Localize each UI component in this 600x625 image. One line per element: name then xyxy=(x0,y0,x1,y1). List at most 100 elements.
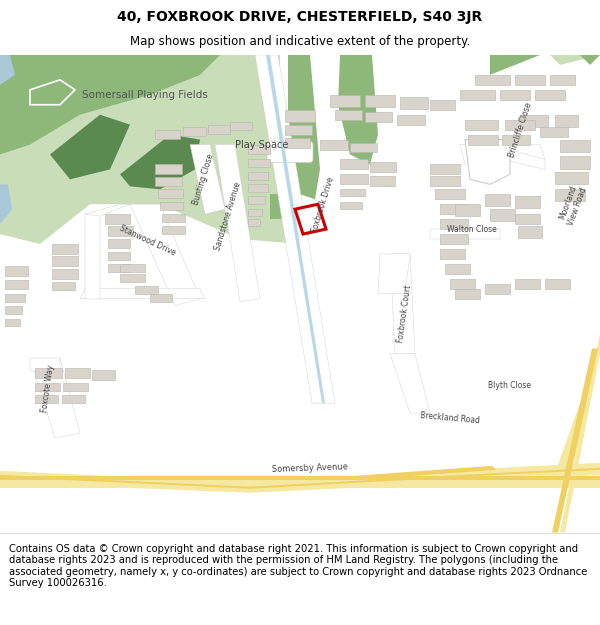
Polygon shape xyxy=(550,55,600,65)
Polygon shape xyxy=(105,214,130,224)
Polygon shape xyxy=(430,100,455,110)
Polygon shape xyxy=(183,127,206,136)
Polygon shape xyxy=(518,226,542,238)
Polygon shape xyxy=(460,144,545,164)
Polygon shape xyxy=(455,289,480,299)
Polygon shape xyxy=(340,174,368,184)
Polygon shape xyxy=(295,204,326,234)
Polygon shape xyxy=(270,144,310,159)
Polygon shape xyxy=(5,266,28,276)
Text: Stanwood Drive: Stanwood Drive xyxy=(119,224,178,258)
Polygon shape xyxy=(365,112,392,122)
Polygon shape xyxy=(555,173,588,184)
Polygon shape xyxy=(545,403,590,472)
Polygon shape xyxy=(397,115,425,124)
Polygon shape xyxy=(485,194,510,206)
Polygon shape xyxy=(485,284,510,294)
Polygon shape xyxy=(208,124,230,134)
Text: Brincliffe Close: Brincliffe Close xyxy=(507,101,533,158)
Polygon shape xyxy=(475,75,510,85)
FancyBboxPatch shape xyxy=(267,141,313,162)
Polygon shape xyxy=(248,209,262,216)
Polygon shape xyxy=(445,264,470,274)
Polygon shape xyxy=(230,122,252,129)
Polygon shape xyxy=(35,368,62,378)
Polygon shape xyxy=(515,279,540,289)
Polygon shape xyxy=(465,119,498,129)
Polygon shape xyxy=(288,55,320,199)
Polygon shape xyxy=(215,144,260,302)
Polygon shape xyxy=(52,269,78,279)
Polygon shape xyxy=(248,159,270,168)
Polygon shape xyxy=(248,144,270,154)
Polygon shape xyxy=(30,358,80,438)
Polygon shape xyxy=(285,110,315,122)
Text: Play Space: Play Space xyxy=(235,139,288,149)
Polygon shape xyxy=(440,219,468,229)
Polygon shape xyxy=(330,95,360,107)
Polygon shape xyxy=(430,164,460,174)
Polygon shape xyxy=(62,395,85,403)
Polygon shape xyxy=(0,55,320,244)
Polygon shape xyxy=(5,280,28,289)
Polygon shape xyxy=(545,279,570,289)
Polygon shape xyxy=(390,354,430,413)
Polygon shape xyxy=(85,214,100,299)
Polygon shape xyxy=(52,282,75,290)
Polygon shape xyxy=(0,468,600,489)
Polygon shape xyxy=(30,358,60,371)
Polygon shape xyxy=(0,463,600,492)
Polygon shape xyxy=(340,159,368,169)
Polygon shape xyxy=(155,129,180,139)
Polygon shape xyxy=(520,115,548,127)
Polygon shape xyxy=(370,162,396,172)
Text: Foxbrook Court: Foxbrook Court xyxy=(397,284,413,343)
Polygon shape xyxy=(450,279,475,289)
Polygon shape xyxy=(285,138,310,148)
Polygon shape xyxy=(455,204,480,216)
Polygon shape xyxy=(540,334,600,532)
Polygon shape xyxy=(400,97,428,109)
Polygon shape xyxy=(440,234,468,244)
Polygon shape xyxy=(440,249,465,259)
Polygon shape xyxy=(65,368,90,378)
Polygon shape xyxy=(550,75,575,85)
Polygon shape xyxy=(190,144,225,214)
Text: Foxcote Way: Foxcote Way xyxy=(40,364,56,413)
Polygon shape xyxy=(468,134,498,144)
Polygon shape xyxy=(490,55,540,75)
Polygon shape xyxy=(108,226,133,236)
Polygon shape xyxy=(555,189,585,201)
Polygon shape xyxy=(378,254,410,294)
Polygon shape xyxy=(560,156,590,169)
Polygon shape xyxy=(255,55,335,403)
Polygon shape xyxy=(370,176,395,186)
Polygon shape xyxy=(465,139,510,184)
Polygon shape xyxy=(52,244,78,254)
Polygon shape xyxy=(350,142,377,152)
Polygon shape xyxy=(440,204,468,214)
Polygon shape xyxy=(248,173,268,181)
Polygon shape xyxy=(435,189,465,199)
Polygon shape xyxy=(0,478,600,488)
Polygon shape xyxy=(5,294,25,302)
Polygon shape xyxy=(505,119,535,129)
Polygon shape xyxy=(85,204,130,216)
Polygon shape xyxy=(5,306,22,314)
Polygon shape xyxy=(270,194,285,219)
Polygon shape xyxy=(0,55,15,85)
Polygon shape xyxy=(338,55,378,164)
Polygon shape xyxy=(560,139,590,152)
Polygon shape xyxy=(335,110,362,119)
Polygon shape xyxy=(162,214,185,222)
Polygon shape xyxy=(540,127,568,137)
Polygon shape xyxy=(390,254,415,354)
Polygon shape xyxy=(155,164,182,174)
Text: Foxbrook Drive: Foxbrook Drive xyxy=(310,176,336,233)
Polygon shape xyxy=(135,286,158,294)
Polygon shape xyxy=(5,319,20,326)
Polygon shape xyxy=(580,55,600,65)
Polygon shape xyxy=(50,115,130,179)
Polygon shape xyxy=(490,144,545,169)
Text: Blyth Close: Blyth Close xyxy=(488,381,532,390)
